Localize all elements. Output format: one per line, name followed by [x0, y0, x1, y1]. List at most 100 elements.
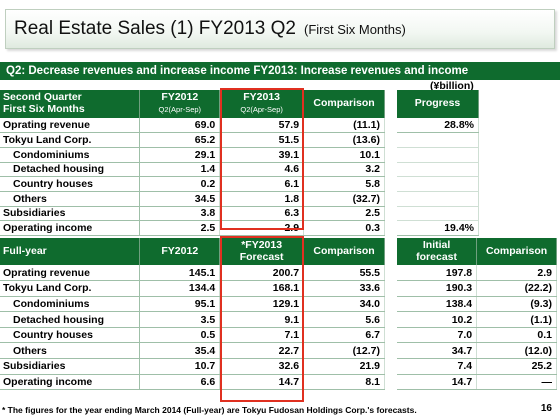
table-cell	[397, 147, 479, 163]
footnote: * The figures for the year ending March …	[2, 405, 417, 415]
table-cell: 190.3	[397, 280, 478, 297]
row-label: Detached housing	[0, 162, 141, 178]
table-cell	[397, 162, 479, 178]
row-label: Subsidiaries	[0, 206, 141, 222]
table-row: Subsidiaries 3.8 6.3 2.5	[0, 206, 385, 222]
table-row: 19.4%	[397, 220, 479, 236]
row-label: Operating income	[0, 220, 141, 236]
row-label: Subsidiaries	[0, 358, 141, 375]
table-cell: 0.2	[139, 176, 221, 192]
table-row: 190.3 (22.2)	[397, 280, 557, 297]
initial-comparison-header: Comparison	[476, 238, 557, 265]
table-cell: (22.2)	[476, 280, 557, 297]
table-cell: 95.1	[139, 296, 221, 313]
table-cell: 2.9	[219, 220, 305, 236]
table-row: Country houses 0.5 7.1 6.7	[0, 327, 385, 344]
table-row: 14.7—	[397, 374, 557, 391]
table-cell: 0.1	[476, 327, 557, 344]
table-cell: 7.0	[397, 327, 478, 344]
half-header-label: Second Quarter First Six Months	[0, 90, 141, 118]
table-cell: 1.8	[219, 191, 305, 207]
table-cell: 10.1	[303, 147, 385, 163]
table-cell: 14.7	[219, 374, 305, 391]
table-cell	[397, 206, 479, 222]
table-row	[397, 206, 479, 222]
table-cell: 0.3	[303, 220, 385, 236]
table-cell: 3.2	[303, 162, 385, 178]
table-cell: 39.1	[219, 147, 305, 163]
row-label: Oprating revenue	[0, 265, 141, 282]
table-row: Tokyu Land Corp. 134.4 168.1 33.6	[0, 280, 385, 297]
table-row: 7.0 0.1	[397, 327, 557, 344]
row-label: Operating income	[0, 374, 141, 391]
table-row: Oprating revenue 69.0 57.9 (11.1)	[0, 118, 385, 134]
half-table-body: Oprating revenue 69.0 57.9 (11.1) Tokyu Lan…	[0, 118, 385, 236]
table-cell: (12.0)	[476, 342, 557, 360]
table-cell: 168.1	[219, 280, 305, 297]
initial-forecast-table: Initial forecast Comparison 197.8 2.9 190.…	[397, 238, 557, 391]
table-cell: 145.1	[139, 265, 221, 282]
table-cell: (11.1)	[303, 118, 385, 134]
table-cell: 5.8	[303, 176, 385, 192]
half-header-fy2013: FY2013 Q2(Apr-Sep)	[219, 90, 305, 118]
row-label: Others	[0, 191, 141, 207]
table-row: 10.2 (1.1)	[397, 311, 557, 328]
unit-label: (¥billion)	[430, 80, 474, 92]
table-cell: 33.6	[303, 280, 385, 297]
table-cell: 6.7	[303, 327, 385, 344]
table-row: 28.8%	[397, 118, 479, 134]
table-cell: 7.1	[219, 327, 305, 344]
table-cell: 35.4	[139, 342, 221, 360]
row-label: Country houses	[0, 327, 141, 344]
table-cell: 2.5	[303, 206, 385, 222]
table-row: 7.4 25.2	[397, 358, 557, 375]
half-header-fy2012: FY2012 Q2(Apr-Sep)	[139, 90, 221, 118]
table-cell: 129.1	[219, 296, 305, 313]
header-row: Second Quarter First Six Months FY2012 Q2(…	[0, 90, 385, 118]
table-cell: 3.5	[139, 311, 221, 328]
table-cell: 51.5	[219, 132, 305, 148]
table-cell: 55.5	[303, 265, 385, 282]
initial-forecast-header: Initial forecast	[397, 238, 478, 265]
table-cell: (12.7)	[303, 342, 385, 360]
table-cell	[397, 191, 479, 207]
slide-title-main: Real Estate Sales (1) FY2013 Q2	[14, 18, 296, 39]
table-cell: 34.0	[303, 296, 385, 313]
table-cell: 6.6	[139, 374, 221, 391]
slide-title: Real Estate Sales (1) FY2013 Q2 (First Si…	[5, 9, 555, 49]
table-row	[397, 191, 479, 207]
full-header-fy2012: FY2012	[139, 238, 221, 265]
table-cell: 28.8%	[397, 118, 479, 134]
table-row: Others 35.4 22.7 (12.7)	[0, 342, 385, 360]
table-row: Country houses 0.2 6.1 5.8	[0, 176, 385, 192]
row-label: Others	[0, 342, 141, 360]
table-cell: (13.6)	[303, 132, 385, 148]
table-row: Others 34.5 1.8 (32.7)	[0, 191, 385, 207]
row-label: Condominiums	[0, 147, 141, 163]
table-cell: 34.7	[397, 342, 478, 360]
full-header-fy2013: *FY2013 Forecast	[219, 238, 305, 265]
table-cell: 200.7	[219, 265, 305, 282]
table-cell: 10.2	[397, 311, 478, 328]
table-row: Condominiums 95.1 129.1 34.0	[0, 296, 385, 313]
table-cell: (1.1)	[476, 311, 557, 328]
row-label: Detached housing	[0, 311, 141, 328]
table-cell: 6.3	[219, 206, 305, 222]
row-label: Tokyu Land Corp.	[0, 132, 141, 148]
header-row: Initial forecast Comparison	[397, 238, 557, 265]
table-cell: 65.2	[139, 132, 221, 148]
table-cell: 21.9	[303, 358, 385, 375]
table-cell: 3.8	[139, 206, 221, 222]
table-row: 197.8 2.9	[397, 265, 557, 282]
header-row: Full-year FY2012 *FY2013 Forecast Compari…	[0, 238, 385, 265]
table-row: Operating income 2.5 2.9 0.3	[0, 220, 385, 236]
half-header-comparison: Comparison	[303, 90, 385, 118]
full-header-label: Full-year	[0, 238, 141, 265]
table-row: Operating income 6.6 14.7 8.1	[0, 374, 385, 391]
table-cell: 10.7	[139, 358, 221, 375]
table-cell: 29.1	[139, 147, 221, 163]
table-cell: 134.4	[139, 280, 221, 297]
table-row: Condominiums 29.1 39.1 10.1	[0, 147, 385, 163]
row-label: Tokyu Land Corp.	[0, 280, 141, 297]
table-cell: 25.2	[476, 358, 557, 375]
